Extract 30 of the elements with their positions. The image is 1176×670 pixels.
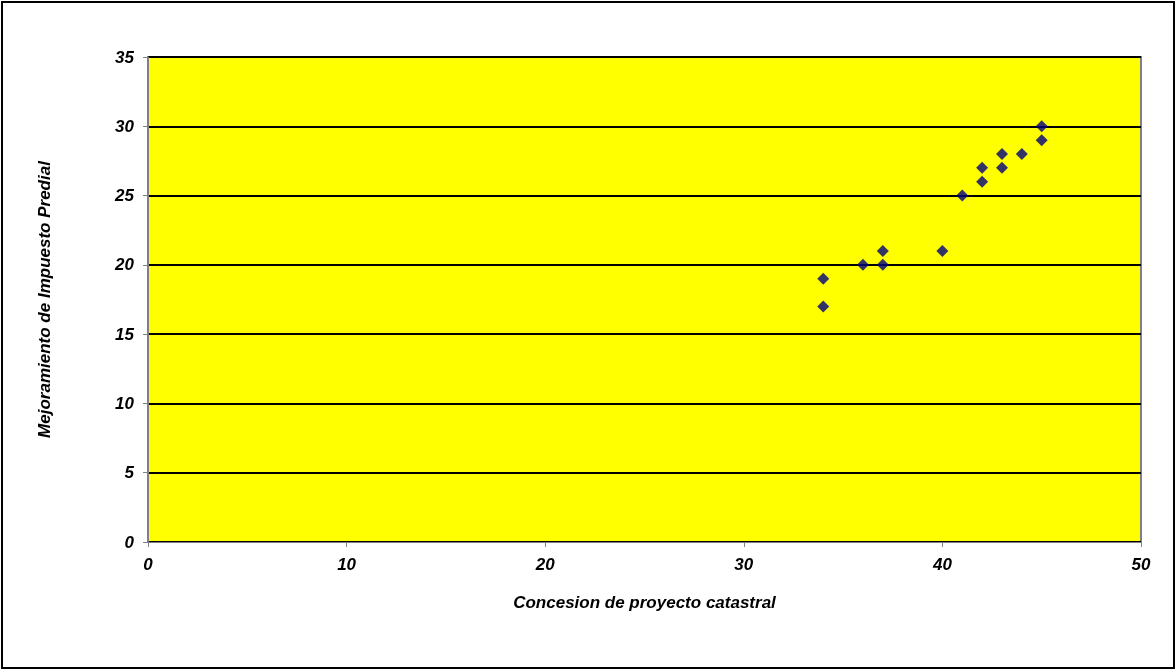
point bbox=[876, 245, 889, 257]
point bbox=[995, 161, 1008, 174]
point bbox=[856, 258, 869, 271]
x-tick-label: 20 bbox=[534, 555, 556, 574]
y-tick-label: 30 bbox=[115, 116, 135, 136]
x-tick-label: 50 bbox=[1131, 555, 1151, 574]
y-axis-title: Mejoramiento de Impuesto Predial bbox=[35, 159, 54, 438]
y-tick-label: 20 bbox=[114, 255, 135, 275]
point bbox=[817, 300, 830, 313]
y-tick-label: 5 bbox=[124, 463, 135, 483]
y-tick-label: 0 bbox=[124, 532, 135, 552]
x-tick-label: 10 bbox=[337, 555, 357, 574]
point bbox=[817, 272, 830, 285]
point bbox=[1035, 120, 1048, 133]
point bbox=[1015, 148, 1028, 160]
point bbox=[976, 175, 989, 188]
point bbox=[956, 189, 969, 202]
point bbox=[1035, 134, 1048, 147]
x-tick-label: 0 bbox=[143, 555, 154, 574]
x-tick-label: 30 bbox=[734, 555, 754, 574]
y-tick-label: 10 bbox=[115, 393, 135, 413]
y-tick-label: 35 bbox=[115, 47, 135, 67]
point bbox=[995, 148, 1008, 160]
point bbox=[976, 161, 989, 174]
y-tick-label: 15 bbox=[115, 324, 135, 344]
x-axis-title: Concesion de proyecto catastral bbox=[513, 593, 778, 612]
y-tick-label: 25 bbox=[114, 186, 135, 206]
x-tick-label: 40 bbox=[931, 555, 953, 574]
point bbox=[876, 258, 889, 271]
point bbox=[936, 245, 949, 257]
